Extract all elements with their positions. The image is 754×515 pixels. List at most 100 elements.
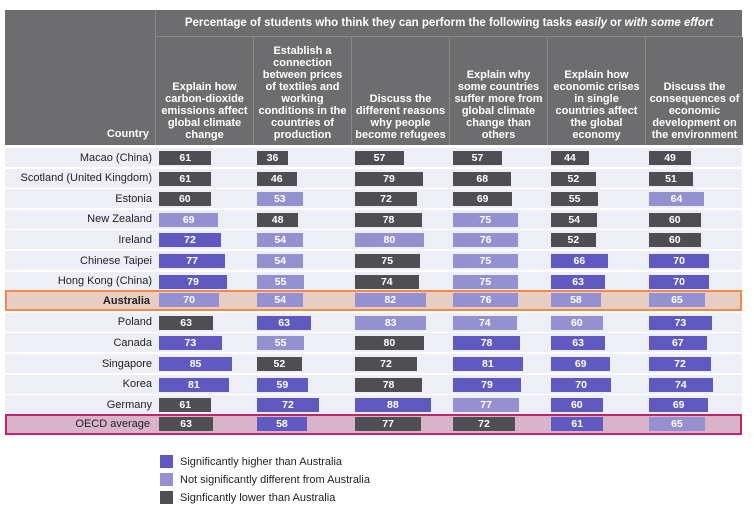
bar: 63 <box>159 315 214 330</box>
bar: 66 <box>551 254 608 268</box>
table-row: Canada 73 55 80 78 63 67 <box>5 333 742 353</box>
title-italic-easily: easily <box>575 17 608 29</box>
bar: 63 <box>159 416 214 431</box>
bar: 70 <box>649 274 710 289</box>
column-header-6: Discuss the consequences of economic dev… <box>645 37 743 145</box>
bar: 74 <box>355 274 419 289</box>
bar: 52 <box>551 233 596 248</box>
bar: 78 <box>355 212 423 227</box>
table-row: Korea 81 59 78 79 70 74 <box>5 374 742 394</box>
bar: 82 <box>355 293 426 308</box>
title-text: Percentage of students who think they ca… <box>184 17 573 29</box>
bar: 57 <box>453 151 503 165</box>
bar: 78 <box>355 377 423 392</box>
bar: 69 <box>551 357 611 371</box>
bar: 70 <box>551 377 612 392</box>
bar: 76 <box>453 293 519 308</box>
bar: 85 <box>159 357 233 371</box>
bar: 54 <box>257 293 304 308</box>
bar: 63 <box>257 315 312 330</box>
legend-label: Significantly higher than Australia <box>180 455 343 468</box>
country-label: OECD average <box>75 418 150 431</box>
table-row: Chinese Taipei 77 54 75 75 66 70 <box>5 251 742 270</box>
column-header-3: Discuss the different reasons why people… <box>351 37 449 145</box>
bar: 80 <box>355 336 424 351</box>
bar: 83 <box>355 315 427 330</box>
bar: 72 <box>355 192 417 207</box>
country-label: Poland <box>117 316 152 329</box>
bar: 63 <box>551 336 606 351</box>
title-text-or: or <box>610 17 622 29</box>
country-label: Scotland (United Kingdom) <box>20 172 152 185</box>
bar: 58 <box>257 416 307 431</box>
bar: 73 <box>159 336 222 351</box>
bar: 58 <box>551 293 601 308</box>
bar: 54 <box>551 212 598 227</box>
bar: 36 <box>257 151 288 165</box>
bar: 64 <box>649 192 705 207</box>
bar: 60 <box>159 192 211 207</box>
bar: 44 <box>551 151 589 165</box>
bar: 77 <box>159 254 226 268</box>
country-label: Korea <box>122 378 152 391</box>
bar: 65 <box>649 416 705 431</box>
bar: 55 <box>257 274 305 289</box>
bar: 59 <box>257 377 308 392</box>
country-label: Macao (China) <box>79 151 152 164</box>
bar: 79 <box>159 274 227 289</box>
bar: 75 <box>453 212 518 227</box>
bar: 60 <box>649 233 701 248</box>
table-row: Poland 63 63 83 74 60 73 <box>5 312 742 332</box>
bar: 61 <box>159 171 212 186</box>
legend-item: Not significantly different from Austral… <box>160 473 370 486</box>
country-label: Chinese Taipei <box>80 254 152 267</box>
bar: 70 <box>649 254 710 268</box>
table-row: Scotland (United Kingdom) 61 46 79 68 52 51 <box>5 168 742 188</box>
bar: 61 <box>159 398 212 413</box>
bar: 75 <box>453 254 518 268</box>
table-row: Macao (China) 61 36 57 57 44 49 <box>5 148 742 167</box>
column-header-4: Explain why some countries suffer more f… <box>449 37 547 145</box>
bar: 60 <box>551 315 603 330</box>
bar: 70 <box>159 293 220 308</box>
column-header-1: Explain how carbon-dioxide emissions aff… <box>155 37 253 145</box>
bar: 57 <box>355 151 405 165</box>
legend-item: Significantly higher than Australia <box>160 455 342 468</box>
bar: 74 <box>453 315 517 330</box>
bar: 54 <box>257 233 304 248</box>
country-label: Hong Kong (China) <box>57 275 152 288</box>
country-label: New Zealand <box>87 213 152 226</box>
bar: 60 <box>551 398 603 413</box>
bar: 81 <box>453 357 523 371</box>
bar: 74 <box>649 377 713 392</box>
country-label: Canada <box>113 336 152 349</box>
bar: 79 <box>453 377 521 392</box>
legend-swatch <box>160 491 173 504</box>
bar: 46 <box>257 171 297 186</box>
bar: 60 <box>649 212 701 227</box>
bar: 52 <box>257 357 302 371</box>
table-row: Ireland 72 54 80 76 52 60 <box>5 230 742 250</box>
table-row: Australia 70 54 82 76 58 65 <box>5 290 742 312</box>
legend-swatch <box>160 473 173 486</box>
bar: 72 <box>649 357 711 371</box>
bar: 72 <box>159 233 221 248</box>
bar: 67 <box>649 336 707 351</box>
country-label: Ireland <box>118 233 152 246</box>
bar: 63 <box>551 274 606 289</box>
bar: 69 <box>649 398 709 413</box>
bar: 61 <box>159 151 212 165</box>
country-label: Australia <box>102 294 150 307</box>
bar: 51 <box>649 171 693 186</box>
bar: 55 <box>257 336 305 351</box>
legend-item: Signficantly lower than Australia <box>160 491 335 504</box>
bar: 75 <box>453 274 518 289</box>
bar: 65 <box>649 293 705 308</box>
column-header-2: Establish a connection between prices of… <box>253 37 351 145</box>
bar: 53 <box>257 192 303 207</box>
country-column-header: Country <box>5 10 155 145</box>
bar: 52 <box>551 171 596 186</box>
legend-label: Signficantly lower than Australia <box>180 491 336 504</box>
bar: 61 <box>551 416 604 431</box>
